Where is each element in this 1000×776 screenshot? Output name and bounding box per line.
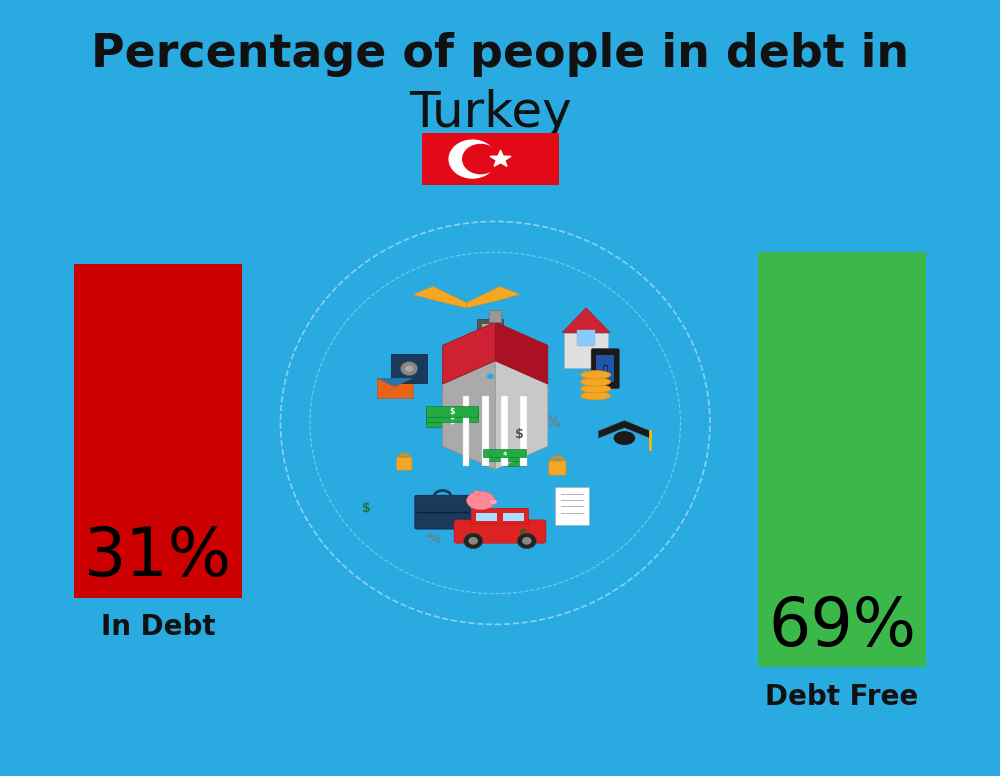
FancyBboxPatch shape: [555, 487, 589, 525]
Text: $: $: [503, 459, 507, 464]
Ellipse shape: [581, 371, 611, 379]
Circle shape: [489, 345, 492, 348]
Circle shape: [517, 533, 536, 549]
Ellipse shape: [581, 392, 611, 400]
Text: $: $: [449, 407, 455, 416]
Circle shape: [489, 335, 492, 338]
FancyBboxPatch shape: [501, 396, 508, 466]
Text: 69%: 69%: [768, 594, 916, 660]
Ellipse shape: [581, 385, 611, 393]
Text: $: $: [503, 455, 507, 459]
FancyBboxPatch shape: [503, 513, 524, 521]
Text: $: $: [449, 417, 455, 426]
Circle shape: [483, 341, 486, 343]
FancyBboxPatch shape: [483, 449, 526, 457]
FancyBboxPatch shape: [483, 453, 526, 462]
FancyBboxPatch shape: [520, 396, 527, 466]
Circle shape: [405, 365, 413, 372]
Circle shape: [495, 341, 498, 343]
FancyBboxPatch shape: [477, 320, 503, 348]
FancyBboxPatch shape: [426, 407, 478, 417]
Text: Debt Free: Debt Free: [765, 683, 919, 711]
Circle shape: [483, 345, 486, 348]
Polygon shape: [490, 151, 511, 166]
FancyBboxPatch shape: [397, 458, 412, 470]
Polygon shape: [377, 378, 413, 386]
FancyBboxPatch shape: [391, 354, 427, 383]
FancyBboxPatch shape: [476, 513, 497, 521]
Circle shape: [495, 335, 498, 338]
Polygon shape: [443, 322, 495, 384]
Ellipse shape: [489, 499, 497, 504]
Circle shape: [487, 373, 494, 379]
Text: %: %: [545, 415, 560, 431]
Polygon shape: [495, 322, 548, 384]
Text: $: $: [515, 428, 524, 441]
Circle shape: [449, 140, 496, 178]
Circle shape: [468, 537, 478, 545]
Text: $: $: [519, 528, 529, 542]
FancyBboxPatch shape: [426, 411, 478, 421]
Ellipse shape: [474, 490, 480, 494]
Ellipse shape: [581, 378, 611, 386]
Polygon shape: [443, 361, 548, 469]
FancyBboxPatch shape: [758, 252, 926, 667]
Ellipse shape: [467, 491, 495, 510]
Text: %: %: [426, 532, 440, 546]
Circle shape: [495, 345, 498, 348]
Circle shape: [522, 537, 532, 545]
FancyBboxPatch shape: [74, 264, 242, 598]
Ellipse shape: [614, 431, 635, 445]
Circle shape: [489, 341, 492, 343]
Circle shape: [400, 362, 418, 376]
FancyBboxPatch shape: [549, 461, 566, 475]
FancyBboxPatch shape: [489, 310, 501, 322]
Circle shape: [483, 370, 498, 383]
Text: $: $: [503, 451, 507, 456]
Polygon shape: [413, 286, 467, 308]
Text: In Debt: In Debt: [101, 613, 215, 641]
Polygon shape: [467, 286, 520, 308]
FancyBboxPatch shape: [454, 520, 546, 543]
Text: 31%: 31%: [84, 524, 232, 591]
Text: $: $: [362, 502, 370, 514]
Circle shape: [464, 533, 483, 549]
FancyBboxPatch shape: [415, 495, 470, 529]
Text: Percentage of people in debt in: Percentage of people in debt in: [91, 32, 909, 77]
Polygon shape: [562, 308, 610, 333]
FancyBboxPatch shape: [564, 333, 608, 368]
Circle shape: [463, 144, 499, 174]
FancyBboxPatch shape: [426, 417, 478, 427]
FancyBboxPatch shape: [577, 330, 595, 346]
Text: 🏦: 🏦: [603, 364, 608, 373]
Polygon shape: [599, 421, 650, 438]
Text: $: $: [449, 412, 455, 421]
FancyBboxPatch shape: [482, 396, 489, 466]
FancyBboxPatch shape: [463, 396, 469, 466]
FancyBboxPatch shape: [483, 457, 526, 466]
Polygon shape: [443, 361, 495, 469]
FancyBboxPatch shape: [596, 355, 614, 382]
Text: Turkey: Turkey: [409, 88, 572, 137]
FancyBboxPatch shape: [482, 324, 499, 331]
FancyBboxPatch shape: [591, 348, 619, 389]
FancyBboxPatch shape: [422, 133, 559, 185]
Circle shape: [483, 335, 486, 338]
FancyBboxPatch shape: [471, 508, 529, 524]
FancyBboxPatch shape: [377, 378, 413, 398]
